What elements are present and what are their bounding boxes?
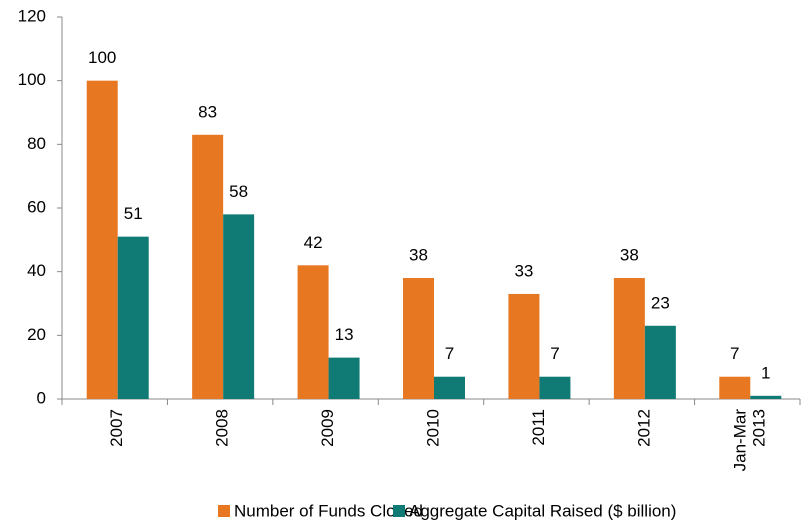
legend-label: Number of Funds Closed — [234, 501, 423, 520]
legend-label: Aggregate Capital Raised ($ billion) — [409, 501, 676, 520]
y-tick-label: 40 — [27, 261, 46, 280]
data-label: 38 — [409, 246, 428, 265]
data-label: 58 — [229, 182, 248, 201]
bar — [644, 325, 676, 399]
data-label: 23 — [651, 293, 670, 312]
x-tick-label-line: 2013 — [750, 409, 769, 447]
bar — [328, 357, 360, 399]
y-tick-label: 100 — [18, 70, 46, 89]
y-tick-label: 0 — [37, 388, 46, 407]
bar — [750, 395, 782, 399]
bar — [297, 265, 329, 399]
legend-swatch — [393, 505, 405, 517]
bar — [508, 293, 540, 399]
y-tick-label: 20 — [27, 325, 46, 344]
x-tick-label: 2008 — [213, 409, 232, 447]
data-label: 1 — [761, 363, 770, 382]
x-tick-label-line: Jan-Mar — [731, 409, 750, 472]
data-label: 7 — [445, 344, 454, 363]
data-label: 42 — [304, 233, 323, 252]
data-label: 7 — [730, 344, 739, 363]
bar — [86, 80, 118, 400]
x-tick-label: 2007 — [107, 409, 126, 447]
data-label: 100 — [88, 48, 116, 67]
data-label: 51 — [124, 204, 143, 223]
y-tick-label: 80 — [27, 134, 46, 153]
x-tick-label: 2011 — [529, 409, 548, 446]
x-tick-label: 2009 — [318, 409, 337, 447]
bar — [719, 376, 751, 399]
x-tick-label: Jan-Mar2013 — [731, 409, 769, 472]
data-label: 38 — [620, 246, 639, 265]
bar — [613, 278, 645, 399]
data-label: 7 — [550, 344, 559, 363]
bar — [192, 134, 224, 400]
bar — [434, 376, 465, 399]
bar — [223, 214, 255, 399]
y-tick-label: 60 — [27, 197, 46, 216]
data-label: 13 — [335, 325, 354, 344]
x-tick-label: 2012 — [634, 409, 653, 447]
bar — [539, 376, 571, 399]
bar — [117, 236, 149, 399]
data-label: 33 — [514, 261, 533, 280]
data-label: 83 — [198, 102, 217, 121]
x-tick-label: 2010 — [423, 409, 442, 447]
y-tick-label: 120 — [18, 6, 46, 25]
bar — [403, 278, 434, 399]
legend-swatch — [218, 505, 230, 517]
